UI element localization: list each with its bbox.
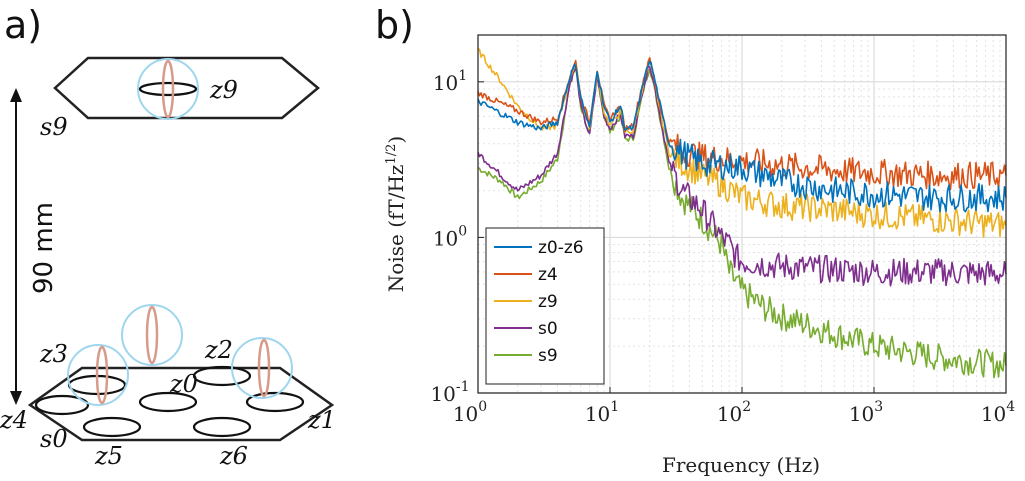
distance-arrow [10,88,22,405]
x-tick-label: 103 [849,399,883,426]
x-axis-label: Frequency (Hz) [662,453,820,477]
label-s9: s9 [40,113,68,141]
top-sensor-z9 [137,58,199,120]
legend-entry: z9 [538,292,558,312]
chart-series [477,47,1007,379]
label-z0: z0 [169,370,198,398]
bottom-board [27,366,335,442]
legend-box [485,227,605,385]
panel-a-label: a) [4,3,42,47]
label-z5: z5 [94,442,123,470]
sensor-sphere-z2 [231,337,293,399]
bottom-sensor-rings [34,365,305,438]
label-z9: z9 [209,76,238,104]
y-axis-label: Noise (fT/Hz1/2) [384,136,408,292]
series-line-s0 [477,64,1007,287]
legend-entry: z0-z6 [538,238,584,258]
label-z1: z1 [307,406,336,434]
label-z4: z4 [0,406,28,434]
legend-entry: s9 [538,346,558,366]
panel-a: a) z9 s9 90 mm [0,3,336,470]
sensor-sphere-z0 [121,304,183,366]
top-board [53,56,320,120]
label-z2: z2 [204,336,233,364]
label-s0: s0 [40,425,68,453]
x-tick-label: 104 [981,399,1015,426]
series-line-z0-z6 [477,60,1007,213]
label-z6: z6 [219,442,248,470]
y-tick-label: 101 [433,68,467,95]
y-tick-label: 10-1 [430,379,469,406]
legend: z0-z6 z4 z9 s0 s9 [485,227,605,385]
label-z3: z3 [39,340,68,368]
legend-entry: s0 [538,319,558,339]
x-tick-label: 100 [453,399,487,426]
panel-b-label: b) [375,3,414,47]
y-tick-label: 100 [433,223,467,250]
distance-label: 90 mm [29,202,59,294]
sensor-sphere-z3 [67,344,129,406]
x-tick-label: 101 [585,399,619,426]
x-tick-label: 102 [717,399,751,426]
legend-entry: z4 [538,265,558,285]
